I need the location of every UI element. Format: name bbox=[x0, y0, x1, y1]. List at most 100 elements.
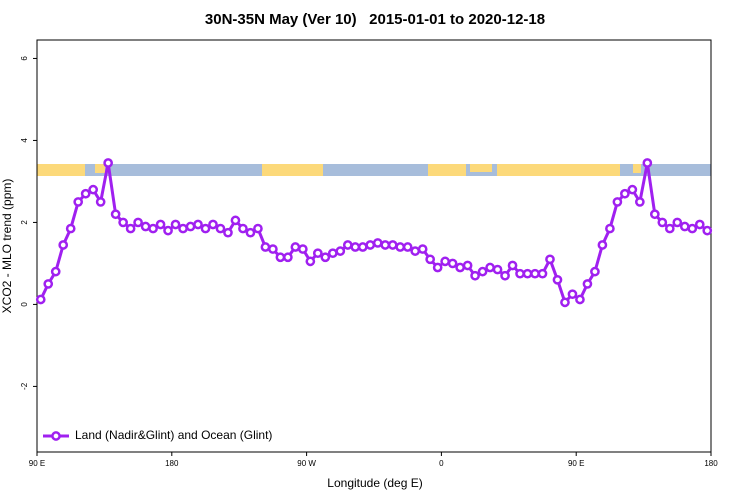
x-tick-label: 90 E bbox=[568, 459, 584, 468]
data-point bbox=[447, 258, 458, 269]
data-point bbox=[193, 219, 203, 230]
data-point bbox=[320, 252, 331, 263]
data-point bbox=[500, 270, 510, 281]
data-point bbox=[253, 223, 263, 234]
data-point bbox=[410, 246, 421, 256]
data-point bbox=[230, 215, 241, 226]
y-tick-label: 0 bbox=[20, 302, 29, 307]
data-point bbox=[342, 240, 353, 250]
data-point bbox=[575, 294, 585, 305]
data-point bbox=[387, 240, 398, 250]
data-point bbox=[560, 297, 570, 308]
data-point bbox=[155, 219, 166, 230]
data-point bbox=[350, 242, 361, 252]
data-point bbox=[80, 188, 91, 199]
data-point bbox=[679, 221, 690, 232]
data-point bbox=[530, 268, 540, 279]
data-point bbox=[432, 262, 443, 273]
data-point bbox=[35, 294, 46, 305]
data-point bbox=[215, 223, 226, 234]
data-point bbox=[694, 219, 705, 230]
y-tick-label: 2 bbox=[20, 220, 29, 225]
land-band bbox=[37, 164, 85, 176]
data-point bbox=[43, 279, 54, 289]
data-point bbox=[657, 217, 668, 228]
data-point bbox=[402, 242, 413, 252]
y-tick-label: 6 bbox=[20, 56, 29, 61]
data-point bbox=[178, 223, 188, 234]
land-band bbox=[95, 164, 105, 173]
data-point bbox=[462, 260, 473, 271]
data-point bbox=[275, 252, 286, 263]
data-point bbox=[327, 248, 338, 259]
data-point bbox=[163, 225, 173, 236]
data-point bbox=[440, 256, 450, 267]
data-point bbox=[305, 256, 316, 267]
x-tick-label: 180 bbox=[165, 459, 179, 468]
x-tick-label: 0 bbox=[439, 459, 444, 468]
data-point bbox=[125, 223, 136, 234]
land-ocean-band bbox=[37, 164, 711, 176]
chart-title: 30N-35N May (Ver 10) 2015-01-01 to 2020-… bbox=[205, 11, 545, 28]
data-point bbox=[664, 223, 675, 234]
land-band bbox=[470, 164, 492, 172]
land-band bbox=[262, 164, 323, 176]
data-point bbox=[522, 268, 533, 279]
data-point bbox=[635, 197, 645, 207]
data-point bbox=[470, 270, 480, 281]
data-point bbox=[58, 240, 69, 250]
data-point bbox=[687, 223, 698, 234]
land-band bbox=[633, 164, 641, 173]
data-point bbox=[95, 197, 106, 207]
data-point bbox=[515, 268, 525, 279]
data-point bbox=[133, 217, 143, 228]
y-tick-label: -2 bbox=[20, 382, 29, 390]
data-point bbox=[425, 254, 436, 265]
data-point bbox=[627, 184, 638, 195]
data-point bbox=[582, 279, 593, 289]
data-point bbox=[537, 268, 548, 279]
data-point bbox=[455, 262, 465, 273]
x-tick-label: 90 E bbox=[29, 459, 45, 468]
legend-marker bbox=[51, 431, 61, 441]
data-point bbox=[590, 266, 600, 277]
data-point bbox=[649, 209, 660, 220]
land-band bbox=[428, 164, 466, 176]
data-point bbox=[118, 217, 128, 228]
data-point bbox=[170, 219, 181, 230]
data-point bbox=[417, 244, 428, 254]
data-point bbox=[73, 197, 84, 207]
data-point bbox=[597, 240, 608, 250]
plot-frame bbox=[36, 39, 712, 453]
data-point bbox=[335, 246, 346, 256]
data-point bbox=[380, 240, 391, 250]
land-band bbox=[497, 164, 620, 176]
data-point bbox=[567, 289, 578, 300]
data-point bbox=[312, 248, 323, 259]
data-point bbox=[238, 223, 248, 234]
data-point bbox=[507, 260, 518, 271]
data-point bbox=[365, 240, 376, 250]
data-point bbox=[260, 242, 271, 252]
data-point bbox=[283, 252, 293, 263]
x-tick-label: 180 bbox=[704, 459, 718, 468]
data-point bbox=[268, 244, 278, 254]
data-point bbox=[65, 223, 76, 234]
data-point bbox=[223, 227, 233, 238]
data-point bbox=[357, 242, 368, 252]
data-line bbox=[39, 161, 709, 304]
data-point bbox=[103, 158, 113, 168]
data-point bbox=[545, 254, 555, 265]
data-point bbox=[620, 188, 630, 199]
y-tick-label: 4 bbox=[20, 138, 29, 143]
data-point bbox=[208, 219, 218, 230]
data-point bbox=[395, 242, 406, 252]
data-point bbox=[185, 221, 196, 232]
x-tick-label: 90 W bbox=[297, 459, 316, 468]
data-point bbox=[612, 197, 623, 207]
data-point bbox=[50, 266, 61, 277]
y-axis-label: XCO2 - MLO trend (ppm) bbox=[0, 179, 14, 314]
data-point bbox=[642, 158, 653, 168]
data-point bbox=[552, 274, 563, 285]
